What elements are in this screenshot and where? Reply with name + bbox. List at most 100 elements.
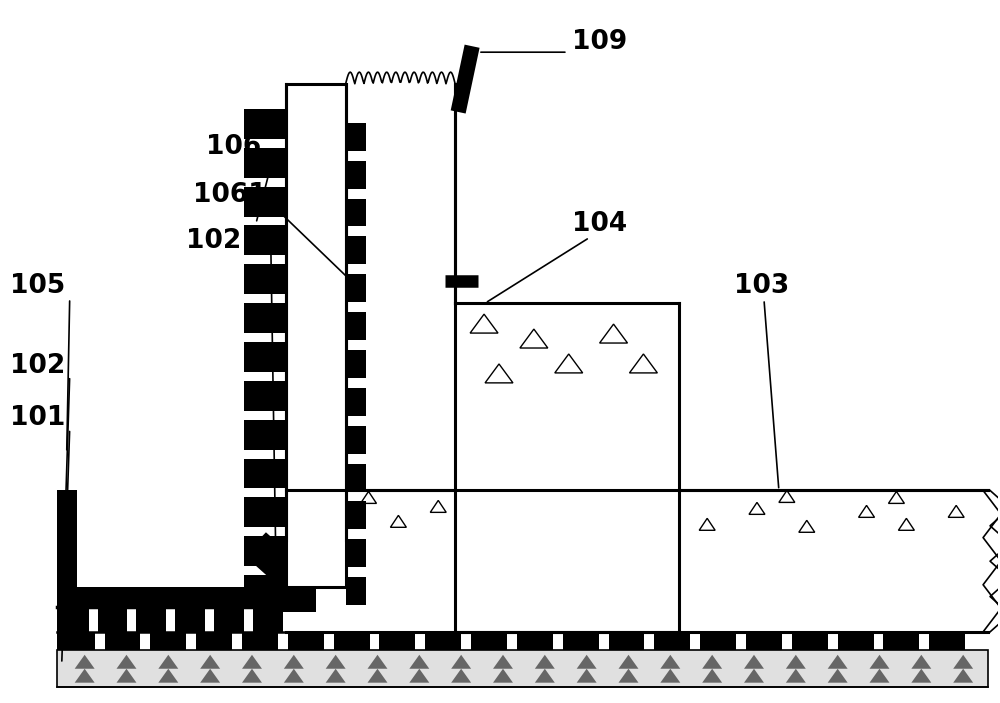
Polygon shape [117,654,136,669]
Bar [286,84,346,587]
Polygon shape [577,669,597,683]
Bar [700,632,736,650]
Polygon shape [117,669,136,683]
Polygon shape [535,654,555,669]
Polygon shape [493,669,513,683]
Text: 106: 106 [206,134,261,160]
Bar [281,584,316,612]
Bar [244,498,286,527]
Text: 109: 109 [572,30,627,56]
Bar [242,632,278,650]
Polygon shape [158,669,178,683]
Polygon shape [200,654,220,669]
Bar [244,303,286,333]
Bar [883,632,919,650]
Text: 105: 105 [10,273,65,299]
Bar [425,632,461,650]
Polygon shape [948,505,964,517]
Polygon shape [555,354,583,373]
Bar [346,426,366,453]
Bar [57,602,77,650]
Polygon shape [702,669,722,683]
Polygon shape [485,364,513,383]
Polygon shape [649,503,665,515]
Bar [57,587,286,609]
Polygon shape [577,654,597,669]
Bar [471,632,507,650]
Bar [150,632,186,650]
Bar [244,420,286,450]
Bar [517,632,553,650]
Polygon shape [75,654,95,669]
Polygon shape [430,501,446,512]
Polygon shape [520,329,548,348]
Polygon shape [550,505,566,517]
Bar [346,199,366,226]
Polygon shape [368,669,387,683]
Bar [346,236,366,264]
Bar [98,607,127,632]
Polygon shape [799,520,815,532]
Polygon shape [75,669,95,683]
Bar [346,501,366,529]
Bar [244,109,286,139]
Polygon shape [699,518,715,530]
Polygon shape [619,669,638,683]
Polygon shape [786,654,806,669]
Polygon shape [828,669,848,683]
Polygon shape [284,654,304,669]
Bar [136,607,166,632]
Polygon shape [660,654,680,669]
Polygon shape [744,669,764,683]
Bar [346,161,366,188]
Polygon shape [409,654,429,669]
Polygon shape [200,669,220,683]
Bar [244,148,286,178]
Bar [334,632,370,650]
Bar [346,274,366,302]
Bar [244,226,286,255]
Polygon shape [870,669,889,683]
Text: 101: 101 [10,405,65,431]
Bar [59,607,89,632]
Polygon shape [600,324,627,343]
Polygon shape [451,654,471,669]
Bar [609,632,644,650]
Polygon shape [451,669,471,683]
Polygon shape [242,654,262,669]
Bar [244,458,286,489]
Polygon shape [620,491,635,503]
Bar [654,632,690,650]
Polygon shape [326,654,346,669]
Bar [346,577,366,605]
Polygon shape [535,669,555,683]
Polygon shape [779,491,795,503]
Bar [244,264,286,295]
Polygon shape [888,491,904,503]
Text: 103: 103 [734,273,789,299]
Bar [244,381,286,411]
Bar [253,607,283,632]
Polygon shape [702,654,722,669]
Polygon shape [898,518,914,530]
Bar [455,303,679,632]
Polygon shape [493,654,513,669]
Bar [929,632,965,650]
Polygon shape [953,669,973,683]
Polygon shape [490,518,506,530]
Polygon shape [629,354,657,373]
Bar [379,632,415,650]
Bar [105,632,140,650]
Bar [792,632,828,650]
Bar [346,350,366,378]
Polygon shape [390,515,406,527]
Polygon shape [828,654,848,669]
Polygon shape [368,654,387,669]
Bar [346,463,366,491]
Bar [244,575,286,605]
Polygon shape [284,669,304,683]
Polygon shape [619,654,638,669]
Polygon shape [326,669,346,683]
Bar [196,632,232,650]
Bar [175,607,205,632]
